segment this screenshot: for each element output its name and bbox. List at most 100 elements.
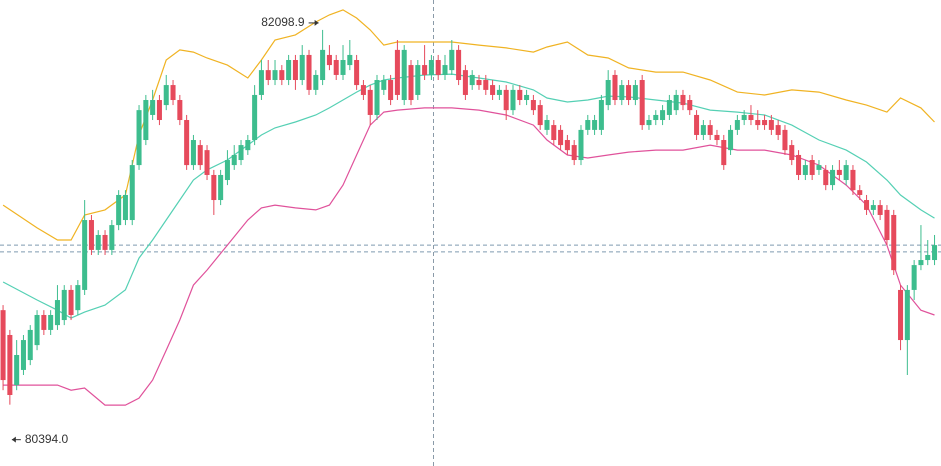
candle-body	[68, 289, 74, 315]
candle-body	[61, 289, 67, 321]
candle-body	[143, 100, 149, 141]
candle-body	[517, 89, 523, 101]
candle-body	[490, 85, 496, 95]
candle-body	[850, 169, 856, 191]
candle-body	[891, 214, 897, 271]
candle-body	[462, 70, 468, 95]
candle-body	[177, 100, 183, 121]
candle-body	[884, 209, 890, 241]
candle-body	[313, 74, 319, 90]
candle-body	[367, 89, 373, 115]
candle-body	[156, 100, 162, 121]
candle-body	[279, 70, 285, 81]
candle-body	[700, 125, 706, 135]
candle-body	[82, 220, 88, 290]
candle-body	[306, 54, 312, 90]
candle-body	[48, 314, 54, 330]
candle-body	[95, 234, 101, 250]
candle-body	[537, 105, 543, 126]
candle-body	[626, 85, 632, 101]
candle-body	[558, 129, 564, 146]
candle-body	[728, 129, 734, 151]
candle-body	[503, 89, 509, 111]
candle-body	[122, 194, 128, 221]
candle-body	[340, 60, 346, 75]
candle-body	[619, 85, 625, 101]
candle-body	[245, 140, 251, 151]
candle-body	[612, 74, 618, 101]
band-line	[3, 107, 935, 406]
candle-body	[211, 174, 217, 201]
candle-body	[354, 60, 360, 86]
candle-body	[41, 314, 47, 330]
candle-body	[680, 94, 686, 106]
candle-body	[374, 80, 380, 115]
candle-body	[20, 340, 26, 370]
candle-body	[694, 114, 700, 135]
candle-body	[687, 100, 693, 111]
candle-body	[775, 125, 781, 135]
candle-body	[721, 140, 727, 166]
candle-body	[870, 205, 876, 210]
annotation-label: 80394.0	[25, 432, 69, 446]
candle-body	[129, 165, 135, 221]
candle-body	[27, 329, 33, 361]
candle-body	[333, 60, 339, 75]
candle-body	[762, 120, 768, 126]
annotation-arrowhead	[11, 436, 16, 443]
candle-body	[224, 160, 230, 181]
candle-body	[75, 285, 81, 311]
candle-body	[422, 65, 428, 75]
candle-body	[347, 54, 353, 66]
annotation-label: 82098.9	[261, 15, 305, 29]
candle-body	[170, 85, 176, 101]
candle-body	[320, 49, 326, 81]
candle-body	[864, 200, 870, 210]
candle-body	[816, 165, 822, 170]
candle-body	[918, 260, 924, 266]
candle-body	[932, 245, 938, 261]
candle-body	[442, 65, 448, 75]
candle-body	[877, 205, 883, 215]
candle-body	[102, 234, 108, 250]
candle-body	[843, 165, 849, 181]
candle-body	[204, 150, 210, 175]
candle-body	[830, 169, 836, 186]
candle-body	[925, 254, 931, 261]
candle-body	[571, 145, 577, 161]
candle-body	[592, 120, 598, 130]
candle-body	[673, 94, 679, 111]
candle-body	[299, 54, 305, 81]
candle-body	[544, 120, 550, 130]
candle-body	[190, 140, 196, 166]
candle-body	[796, 154, 802, 175]
candle-body	[394, 49, 400, 95]
candle-body	[714, 134, 720, 141]
candle-body	[483, 80, 489, 90]
candle-body	[150, 100, 156, 115]
candle-body	[428, 60, 434, 75]
candle-body	[469, 74, 475, 86]
candle-body	[292, 60, 298, 81]
candle-body	[231, 154, 237, 166]
candle-body	[163, 85, 169, 106]
candle-body	[524, 94, 530, 101]
candle-body	[734, 120, 740, 130]
candle-body	[381, 80, 387, 90]
annotation-arrowhead	[314, 19, 319, 26]
candle-body	[802, 165, 808, 175]
candle-body	[54, 300, 60, 326]
candle-body	[707, 125, 713, 135]
candle-body	[666, 100, 672, 115]
candle-body	[578, 129, 584, 161]
candle-body	[768, 120, 774, 130]
candle-body	[646, 120, 652, 126]
candle-body	[258, 70, 264, 95]
candle-body	[476, 80, 482, 86]
candle-body	[898, 289, 904, 341]
candle-body	[653, 114, 659, 121]
candle-body	[496, 89, 502, 95]
candle-body	[184, 120, 190, 166]
candle-body	[809, 160, 815, 175]
candle-body	[904, 289, 910, 341]
